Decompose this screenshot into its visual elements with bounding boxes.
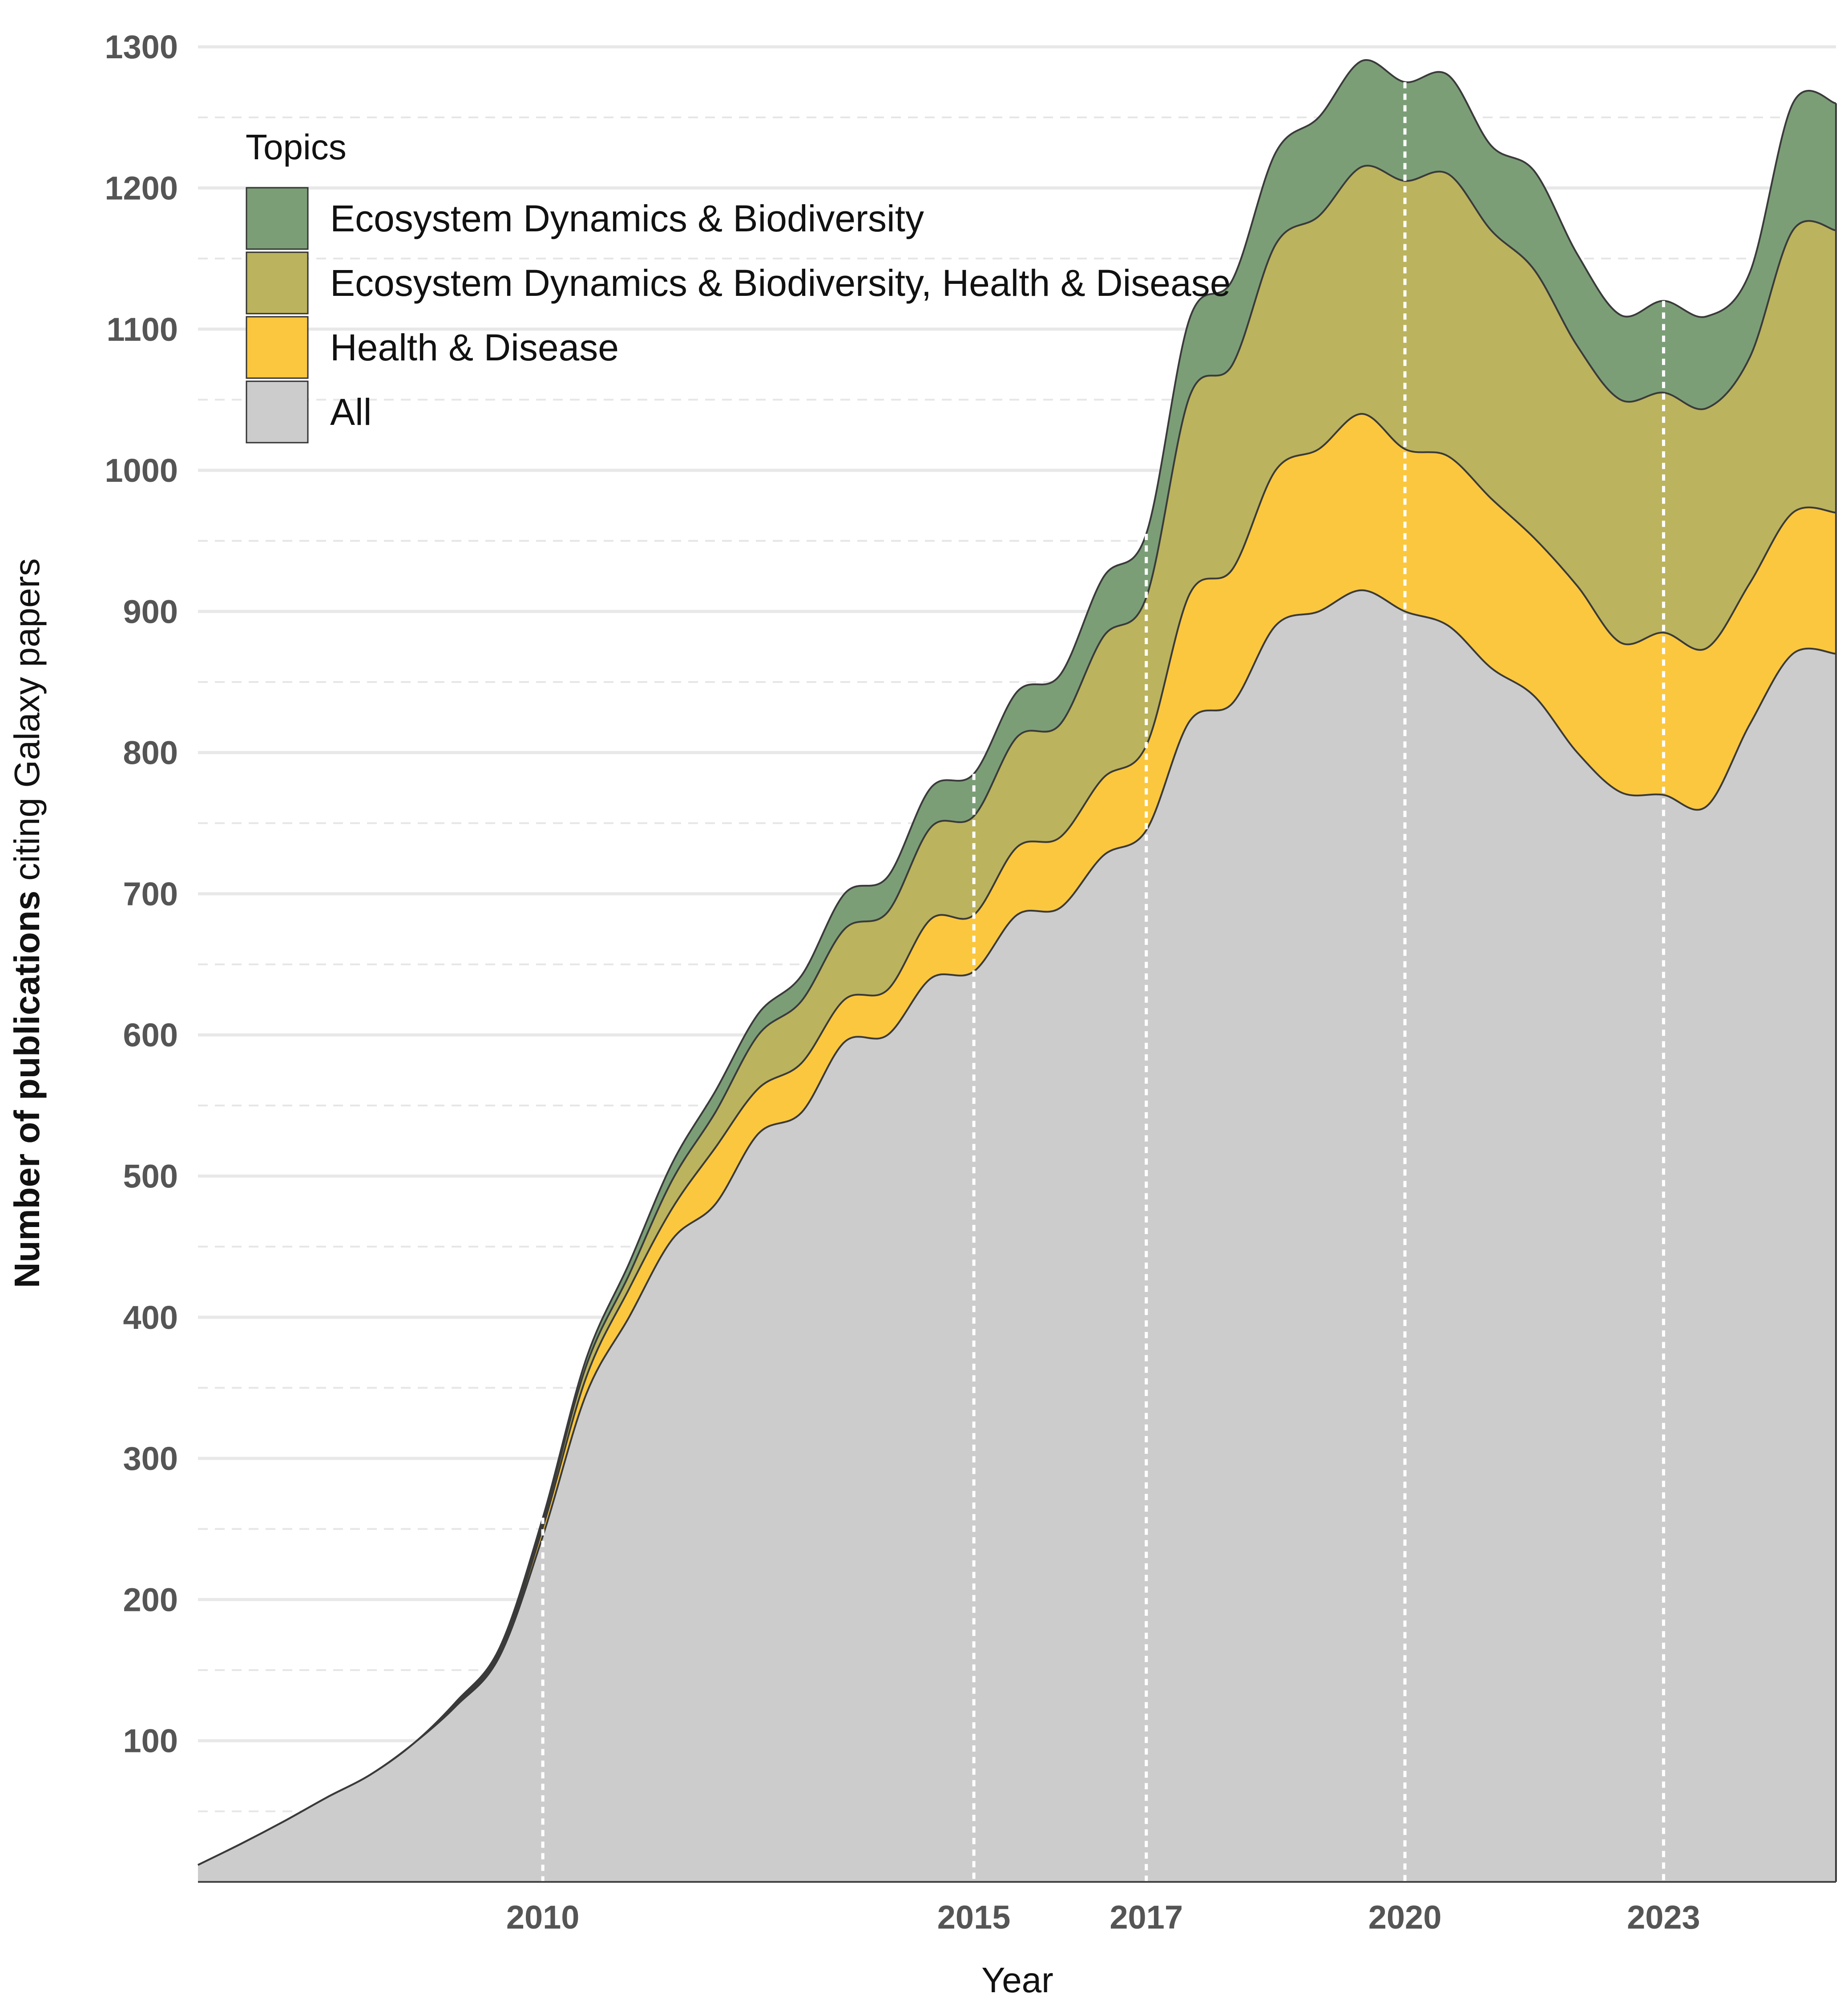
legend-swatch [246, 187, 309, 250]
y-tick-label: 600 [123, 1017, 178, 1053]
y-tick-label: 200 [123, 1581, 178, 1618]
series-areas [198, 59, 1837, 1882]
y-tick-label: 900 [123, 593, 178, 630]
legend-label: Health & Disease [330, 327, 619, 368]
boundary-line [198, 589, 1836, 1866]
y-tick-label: 1300 [105, 28, 178, 65]
y-tick-labels: 100 200 300 400 500 600 700 800 900 1000 1100 1200 1… [105, 28, 178, 1760]
y-tick-label: 100 [123, 1723, 178, 1760]
boundary-line [198, 165, 1836, 1866]
x-axis-title: Year [981, 1960, 1053, 2000]
legend-item: Health & Disease [246, 316, 619, 379]
x-tick-label: 2023 [1627, 1899, 1700, 1936]
y-tick-label: 700 [123, 876, 178, 912]
y-tick-label: 400 [123, 1299, 178, 1336]
legend-label: All [330, 391, 371, 433]
y-tick-label: 1200 [105, 170, 178, 206]
x-tick-label: 2015 [937, 1899, 1011, 1936]
legend-label: Ecosystem Dynamics & Biodiversity, Healt… [330, 262, 1231, 304]
y-axis-title: Number of publications citing Galaxy pap… [7, 558, 47, 1288]
reference-lines [541, 82, 1665, 1882]
legend-swatch [246, 251, 309, 315]
x-tick-label: 2010 [506, 1899, 580, 1936]
y-tick-label: 300 [123, 1440, 178, 1477]
x-tick-label: 2017 [1110, 1899, 1183, 1936]
x-tick-label: 2020 [1368, 1899, 1442, 1936]
y-tick-label: 1000 [105, 452, 178, 489]
y-tick-label: 1100 [106, 311, 178, 348]
y-axis-title-rest: citing Galaxy papers [7, 558, 47, 891]
legend-items: Ecosystem Dynamics & Biodiversity Ecosyst… [246, 187, 1231, 444]
legend-title: Topics [246, 127, 347, 167]
legend: Topics Ecosystem Dynamics & Biodiversity… [246, 127, 1231, 444]
y-tick-label: 500 [123, 1158, 178, 1195]
area-all [198, 590, 1836, 1882]
legend-swatch [246, 380, 309, 444]
x-tick-labels: 2010 2015 2017 2020 2023 [506, 1899, 1700, 1936]
y-tick-label: 800 [123, 735, 178, 771]
y-axis-title-bold: Number of publications [7, 891, 47, 1288]
boundary-line [198, 59, 1836, 1866]
legend-label: Ecosystem Dynamics & Biodiversity [330, 198, 924, 239]
legend-item: All [246, 380, 371, 444]
legend-item: Ecosystem Dynamics & Biodiversity, Healt… [246, 251, 1231, 315]
boundary-line [198, 413, 1836, 1866]
legend-item: Ecosystem Dynamics & Biodiversity [246, 187, 924, 250]
legend-swatch [246, 316, 309, 379]
